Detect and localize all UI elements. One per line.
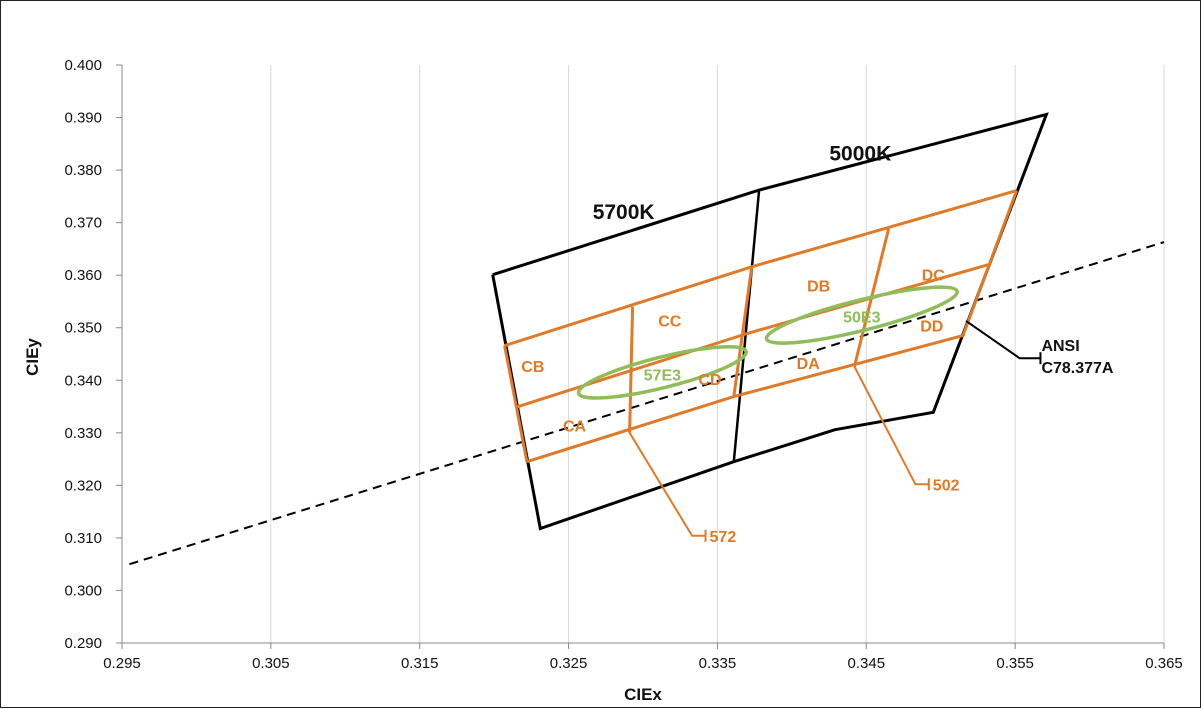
callout-label-572: 572 bbox=[710, 529, 737, 546]
x-tick-label: 0.365 bbox=[1145, 655, 1183, 672]
y-tick-label: 0.330 bbox=[64, 425, 102, 442]
macadam-ellipse-50E3 bbox=[764, 285, 959, 345]
y-tick-label: 0.350 bbox=[64, 320, 102, 337]
macadam-ellipse-57E3 bbox=[576, 345, 748, 400]
bin-column-line bbox=[732, 266, 754, 397]
axes bbox=[116, 64, 1165, 649]
y-tick-label: 0.390 bbox=[64, 110, 102, 127]
label-5000K: 5000K bbox=[829, 142, 891, 165]
y-tick-label: 0.310 bbox=[64, 530, 102, 547]
callout-leader bbox=[965, 320, 1041, 360]
bin-column-line bbox=[503, 345, 529, 462]
grid-lines bbox=[270, 65, 1165, 643]
x-tick-label: 0.335 bbox=[699, 655, 737, 672]
label-DD: DD bbox=[920, 319, 943, 336]
bin-column-line bbox=[961, 190, 1019, 337]
label-50E3: 50E3 bbox=[843, 310, 880, 327]
x-tick-label: 0.345 bbox=[848, 655, 886, 672]
callout-leader bbox=[628, 432, 706, 537]
label-CA: CA bbox=[563, 418, 587, 435]
label-57E3: 57E3 bbox=[644, 367, 681, 384]
plot-marks bbox=[129, 112, 1165, 566]
cct-divider-line bbox=[732, 189, 761, 462]
label-DC: DC bbox=[922, 268, 946, 285]
y-tick-label: 0.300 bbox=[64, 582, 102, 599]
x-tick-label: 0.295 bbox=[103, 655, 141, 672]
x-tick-label: 0.325 bbox=[550, 655, 588, 672]
annotation-labels: 5700K 5000K CB CA CC CD DB DA DC DD 57E3 50E3 572 502… bbox=[521, 142, 1114, 545]
label-CC: CC bbox=[658, 313, 682, 330]
x-tick-label: 0.305 bbox=[252, 655, 290, 672]
bin-column-line bbox=[628, 306, 635, 433]
y-tick-label: 0.380 bbox=[64, 162, 102, 179]
callout-leader bbox=[853, 366, 929, 486]
cct-quadrangle-outline bbox=[491, 112, 1049, 531]
y-tick-label: 0.320 bbox=[64, 477, 102, 494]
y-axis-title: CIEy bbox=[23, 338, 42, 376]
y-tick-label: 0.400 bbox=[64, 57, 102, 74]
y-tick-label: 0.290 bbox=[64, 635, 102, 652]
x-tick-label: 0.315 bbox=[401, 655, 439, 672]
y-tick-label: 0.340 bbox=[64, 372, 102, 389]
callout-label-502: 502 bbox=[933, 477, 960, 494]
tick-labels: 0.295 0.305 0.315 0.325 0.335 0.345 0.355 0.365… bbox=[64, 57, 1182, 672]
label-DB: DB bbox=[807, 279, 830, 296]
y-tick-label: 0.370 bbox=[64, 215, 102, 232]
y-tick-label: 0.360 bbox=[64, 267, 102, 284]
callout-label-ansi-line1: ANSI bbox=[1041, 338, 1079, 355]
ansi-reference-line bbox=[129, 241, 1165, 566]
x-axis-title: CIEx bbox=[624, 685, 662, 704]
label-5700K: 5700K bbox=[593, 201, 655, 224]
x-tick-label: 0.355 bbox=[996, 655, 1034, 672]
label-CD: CD bbox=[698, 372, 721, 389]
label-CB: CB bbox=[521, 359, 544, 376]
label-DA: DA bbox=[797, 356, 821, 373]
bin-row-line bbox=[516, 263, 989, 409]
callout-label-ansi-line2: C78.377A bbox=[1041, 360, 1113, 377]
